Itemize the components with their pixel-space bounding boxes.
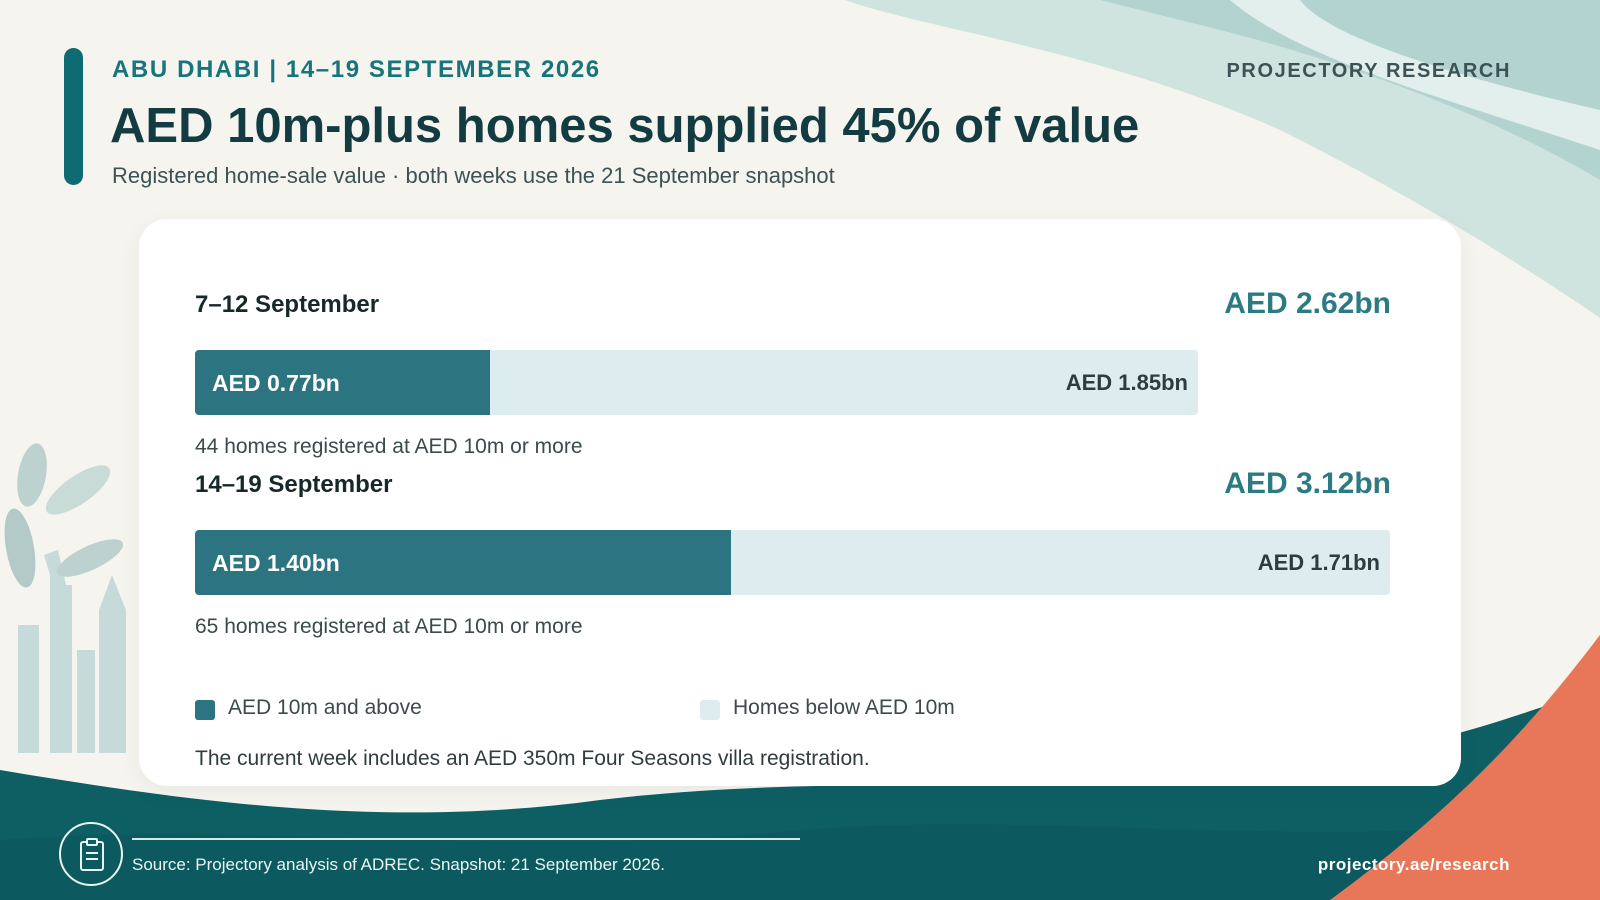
footer-divider xyxy=(132,838,800,840)
bar-label-above-1: AED 1.40bn xyxy=(212,550,340,576)
week-total-1: AED 3.12bn xyxy=(1224,467,1391,500)
week-total-0: AED 2.62bn xyxy=(1224,287,1391,320)
header-accent-bar xyxy=(64,48,83,185)
count-note-1: 65 homes registered at AED 10m or more xyxy=(195,615,583,638)
count-note-0: 44 homes registered at AED 10m or more xyxy=(195,435,583,458)
bar-segment-above-1 xyxy=(195,530,731,595)
week-label-1: 14–19 September xyxy=(195,471,393,498)
page-subtitle: Registered home-sale value · both weeks … xyxy=(112,163,835,188)
footer-source: Source: Projectory analysis of ADREC. Sn… xyxy=(132,855,665,874)
bg-wave-pale xyxy=(1230,0,1600,150)
header-kicker: ABU DHABI | 14–19 SEPTEMBER 2026 xyxy=(112,56,601,83)
footer-badge xyxy=(59,822,123,886)
bar-label-above-0: AED 0.77bn xyxy=(212,370,340,396)
bar-segment-below-1: AED 1.40bn AED 1.71bn xyxy=(195,530,1390,595)
page-title: AED 10m-plus homes supplied 45% of value xyxy=(110,99,1140,153)
clipboard-icon xyxy=(80,838,104,871)
bar-label-below-1: AED 1.71bn xyxy=(1257,550,1380,575)
week-label-0: 7–12 September xyxy=(195,291,380,318)
chart-card: 7–12 September AED 2.62bn AED 0.77bn AED 1.… xyxy=(139,219,1461,786)
bar-label-below-0: AED 1.85bn xyxy=(1065,370,1188,395)
brand-name: PROJECTORY RESEARCH xyxy=(1226,60,1511,82)
bg-coral-wave xyxy=(1330,635,1600,900)
bg-bottom-wave-deeper xyxy=(0,820,1600,900)
legend-swatch-above xyxy=(195,700,215,720)
chart-footnote: The current week includes an AED 350m Fo… xyxy=(195,747,870,770)
legend-label-above: AED 10m and above xyxy=(228,696,422,719)
bar-segment-below-0: AED 0.77bn AED 1.85bn xyxy=(195,350,1198,415)
bar-segment-above-0 xyxy=(195,350,490,415)
legend-swatch-below xyxy=(700,700,720,720)
city-illustration xyxy=(4,443,126,753)
footer-url-link[interactable]: projectory.ae/research xyxy=(1317,855,1510,874)
bg-wave-teal-mid xyxy=(1100,0,1600,180)
legend-label-below: Homes below AED 10m xyxy=(733,696,955,719)
